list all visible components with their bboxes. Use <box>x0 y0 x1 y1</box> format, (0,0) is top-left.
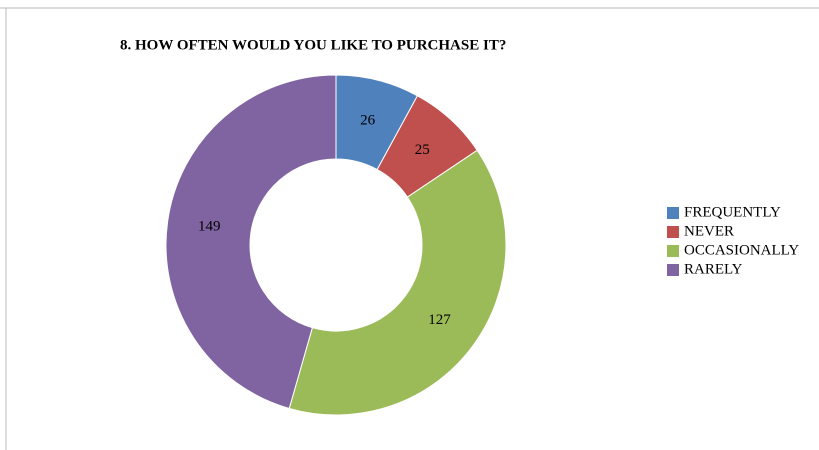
legend-label: FREQUENTLY <box>684 204 781 220</box>
legend-label: NEVER <box>684 223 734 239</box>
legend-swatch <box>667 226 679 238</box>
donut-slice <box>165 74 337 410</box>
chart-title: 8. HOW OFTEN WOULD YOU LIKE TO PURCHASE … <box>120 37 506 53</box>
legend-label: OCCASIONALLY <box>684 242 799 258</box>
legend-label: RARELY <box>684 261 743 277</box>
data-label: 25 <box>415 142 430 158</box>
donut-slice <box>288 149 507 416</box>
legend-swatch <box>667 207 679 219</box>
legend-swatch <box>667 264 679 276</box>
data-label: 149 <box>198 219 221 235</box>
data-label: 26 <box>360 112 376 128</box>
data-label: 127 <box>428 312 451 328</box>
legend-swatch <box>667 245 679 257</box>
